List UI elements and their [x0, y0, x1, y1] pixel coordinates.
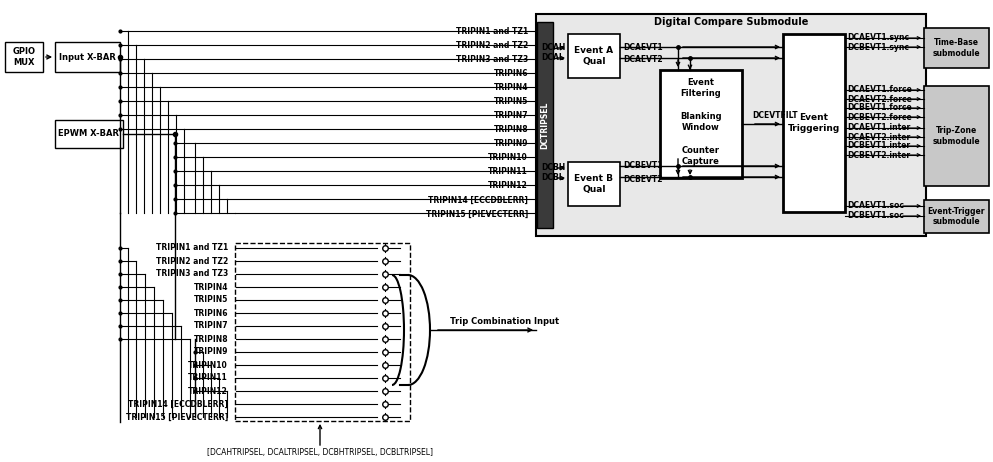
Text: Input X-BAR: Input X-BAR	[59, 53, 116, 61]
Text: DCAEVT2.inter: DCAEVT2.inter	[847, 133, 911, 141]
Bar	[537, 22, 553, 228]
Text: Digital Compare Submodule: Digital Compare Submodule	[653, 17, 808, 27]
Text: TRIPIN9: TRIPIN9	[494, 140, 528, 148]
Bar	[568, 34, 620, 78]
Text: TRIPIN6: TRIPIN6	[494, 69, 528, 79]
Text: DCBH: DCBH	[541, 164, 565, 172]
Text: DCBEVT1: DCBEVT1	[623, 162, 662, 170]
Text: TRIPIN1 and TZ1: TRIPIN1 and TZ1	[156, 243, 228, 253]
Text: TRIPIN5: TRIPIN5	[194, 296, 228, 304]
Text: DCBL: DCBL	[541, 174, 564, 182]
Bar	[536, 14, 926, 236]
Text: DCAEVT1.inter: DCAEVT1.inter	[847, 123, 911, 133]
Text: TRIPIN2 and TZ2: TRIPIN2 and TZ2	[456, 42, 528, 50]
Text: Time-Base
submodule: Time-Base submodule	[932, 38, 980, 58]
Text: DCAEVT1.sync: DCAEVT1.sync	[847, 34, 910, 43]
Text: DCBEVT1.sync: DCBEVT1.sync	[847, 43, 909, 51]
Text: Blanking
Window: Blanking Window	[680, 112, 722, 132]
Text: TRIPIN12: TRIPIN12	[189, 387, 228, 395]
Text: DCBEVT1.inter: DCBEVT1.inter	[847, 141, 911, 151]
Text: DCEVTFILT: DCEVTFILT	[752, 111, 797, 121]
Text: TRIPIN3 and TZ3: TRIPIN3 and TZ3	[456, 55, 528, 65]
Text: TRIPIN8: TRIPIN8	[194, 334, 228, 344]
Bar	[924, 28, 989, 68]
Bar	[568, 162, 620, 206]
Text: Event B
Qual: Event B Qual	[575, 174, 614, 194]
Text: TRIPIN15 [PIEVECTERR]: TRIPIN15 [PIEVECTERR]	[426, 209, 528, 219]
Text: DCAEVT2: DCAEVT2	[623, 55, 662, 65]
Text: Event
Triggering: Event Triggering	[787, 113, 840, 133]
Text: TRIPIN12: TRIPIN12	[489, 182, 528, 190]
Text: DCAEVT1: DCAEVT1	[623, 43, 662, 51]
Text: DCAEVT2.force: DCAEVT2.force	[847, 95, 912, 103]
Text: GPIO
MUX: GPIO MUX	[13, 47, 36, 67]
Bar	[924, 200, 989, 233]
Text: Event-Trigger
submodule: Event-Trigger submodule	[927, 207, 985, 226]
Text: TRIPIN15 [PIEVECTERR]: TRIPIN15 [PIEVECTERR]	[126, 413, 228, 421]
Text: DCBEVT1.soc: DCBEVT1.soc	[847, 212, 904, 220]
Text: TRIPIN14 [ECCDBLERR]: TRIPIN14 [ECCDBLERR]	[428, 195, 528, 205]
Text: TRIPIN10: TRIPIN10	[189, 360, 228, 370]
Text: DCAH: DCAH	[541, 43, 565, 53]
Text: TRIPIN10: TRIPIN10	[489, 153, 528, 163]
Text: Trip Combination Input: Trip Combination Input	[450, 317, 559, 327]
Text: TRIPIN8: TRIPIN8	[494, 126, 528, 134]
Text: Trip-Zone
submodule: Trip-Zone submodule	[932, 126, 980, 146]
Text: DCTRIPSEL: DCTRIPSEL	[540, 101, 549, 149]
Text: TRIPIN3 and TZ3: TRIPIN3 and TZ3	[156, 269, 228, 279]
Text: DCAEVT1.soc: DCAEVT1.soc	[847, 201, 904, 211]
Text: TRIPIN7: TRIPIN7	[194, 322, 228, 330]
Text: TRIPIN4: TRIPIN4	[494, 84, 528, 92]
Text: Event A
Qual: Event A Qual	[574, 46, 614, 66]
Bar	[55, 120, 123, 148]
Text: TRIPIN4: TRIPIN4	[194, 282, 228, 292]
Text: Event
Filtering: Event Filtering	[680, 78, 721, 97]
Text: TRIPIN11: TRIPIN11	[489, 168, 528, 176]
Text: TRIPIN14 [ECCDBLERR]: TRIPIN14 [ECCDBLERR]	[128, 400, 228, 408]
Text: DCAEVT1.force: DCAEVT1.force	[847, 85, 912, 95]
Bar	[660, 70, 742, 178]
Bar	[783, 34, 845, 212]
Text: TRIPIN11: TRIPIN11	[189, 373, 228, 383]
Bar	[55, 42, 120, 72]
Bar	[924, 86, 989, 186]
Bar	[235, 243, 410, 421]
Text: TRIPIN2 and TZ2: TRIPIN2 and TZ2	[156, 256, 228, 266]
Text: DCBEVT2.force: DCBEVT2.force	[847, 113, 912, 122]
Text: DCAL: DCAL	[541, 54, 564, 62]
Text: TRIPIN5: TRIPIN5	[494, 97, 528, 107]
Text: DCBEVT2: DCBEVT2	[623, 175, 662, 183]
Text: TRIPIN9: TRIPIN9	[194, 347, 228, 357]
Text: TRIPIN1 and TZ1: TRIPIN1 and TZ1	[456, 28, 528, 36]
Text: Counter
Capture: Counter Capture	[682, 146, 720, 166]
Bar	[5, 42, 43, 72]
Text: DCBEVT2.inter: DCBEVT2.inter	[847, 151, 911, 159]
Text: DCBEVT1.force: DCBEVT1.force	[847, 103, 912, 113]
Text: EPWM X-BAR: EPWM X-BAR	[59, 129, 119, 139]
Text: [DCAHTRIPSEL, DCALTRIPSEL, DCBHTRIPSEL, DCBLTRIPSEL]: [DCAHTRIPSEL, DCALTRIPSEL, DCBHTRIPSEL, …	[207, 449, 433, 457]
Text: TRIPIN7: TRIPIN7	[494, 111, 528, 121]
Text: TRIPIN6: TRIPIN6	[194, 309, 228, 317]
